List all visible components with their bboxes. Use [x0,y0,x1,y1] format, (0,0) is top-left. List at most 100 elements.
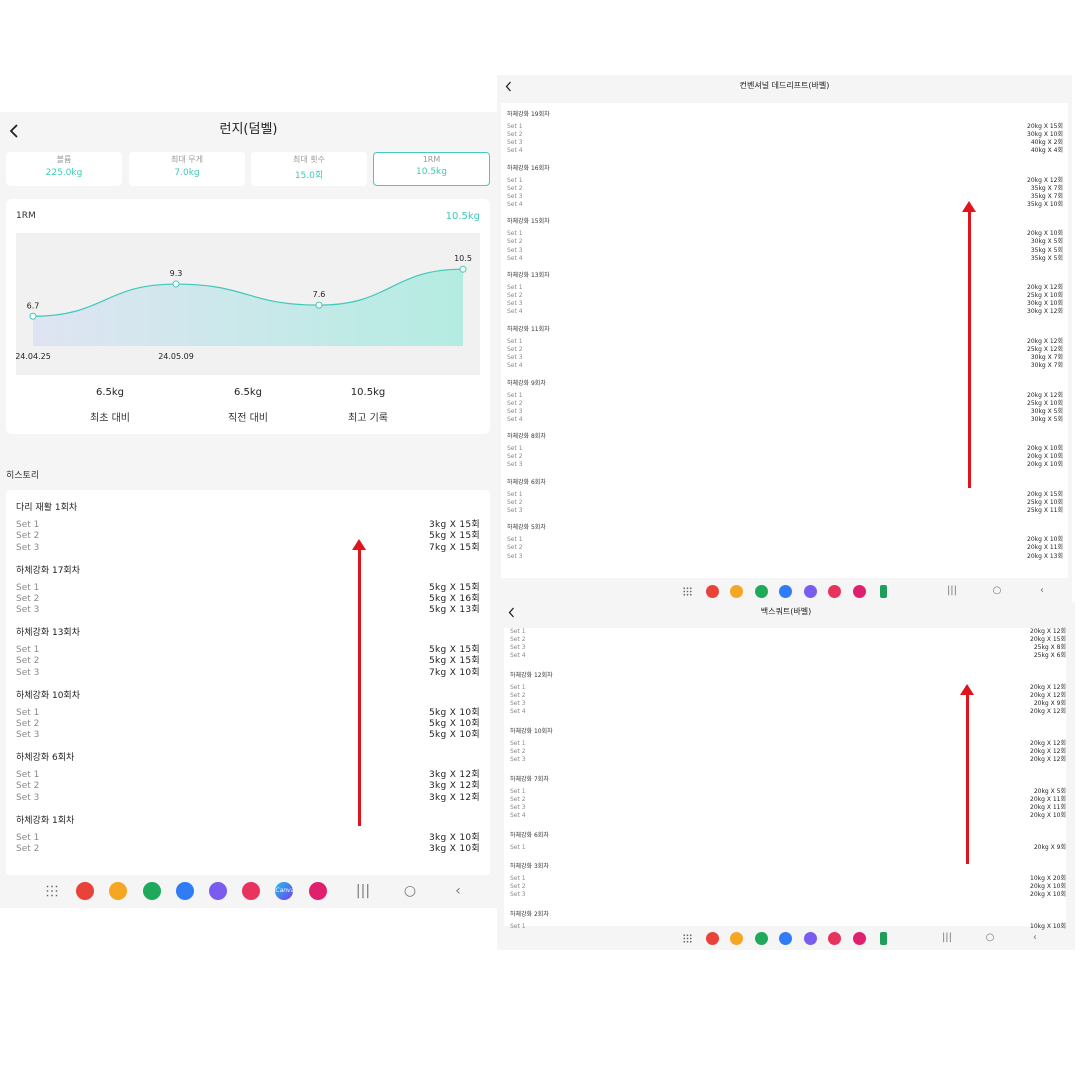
set-label: Set 1 [507,230,523,238]
files-app-icon[interactable] [109,882,128,900]
set-row: Set 3 5kg X 10회 [16,730,480,741]
set-weight-reps: 20kg X 10회 [1027,536,1063,544]
set-weight-reps: 7kg X 10회 [429,667,480,678]
chart-point[interactable] [459,265,467,273]
nav-back-button[interactable]: ‹ [1040,585,1044,596]
set-weight-reps: 20kg X 12회 [1030,739,1066,747]
set-row: Set 3 35kg X 7회 [507,193,1063,201]
phone-app-icon[interactable] [754,584,768,598]
set-label: Set 4 [507,362,523,370]
apps-grid-icon[interactable] [682,586,693,596]
set-label: Set 1 [16,770,40,780]
screen-recorder-app-icon[interactable] [828,931,841,945]
flower-app-icon[interactable] [852,584,866,598]
screen-recorder-app-icon[interactable] [828,584,841,598]
set-weight-reps: 20kg X 10회 [1030,811,1066,819]
session-title: 하체강화 13회차 [507,272,550,280]
stat-card-1rm[interactable]: 1RM 10.5kg [373,152,490,186]
messages-app-icon[interactable] [175,882,194,900]
flower-app-icon[interactable] [308,882,327,900]
files-app-icon[interactable] [730,584,743,598]
set-label: Set 4 [510,652,526,660]
recents-button[interactable]: ||| [355,883,371,899]
android-navbar: ||| ○ ‹ [497,928,1075,948]
set-row: Set 1 20kg X 5회 [510,788,1066,796]
nav-back-button[interactable]: ‹ [1033,932,1037,943]
set-weight-reps: 20kg X 11회 [1027,544,1063,552]
messages-app-icon[interactable] [779,584,792,598]
back-button[interactable] [503,80,513,92]
phone-app-icon[interactable] [754,931,768,945]
back-button[interactable] [6,122,22,140]
set-weight-reps: 20kg X 12회 [1030,628,1066,635]
set-label: Set 2 [16,531,40,542]
history-heading: 히스토리 [6,471,40,481]
chart-point[interactable] [29,312,37,320]
history-session: 하체강화 5회차 Set 1 20kg X 10회 Set 2 20kg X 11회 Se… [507,522,1063,560]
set-weight-reps: 20kg X 5회 [1033,787,1066,795]
set-row: Set 3 5kg X 13회 [16,605,480,616]
summary-best-label: 최고 기록 [348,413,388,424]
set-label: Set 1 [510,787,526,795]
set-label: Set 1 [510,843,526,851]
set-row: Set 2 5kg X 10회 [16,719,480,730]
notes-app-icon[interactable] [76,882,95,900]
sheets-app-icon[interactable] [879,931,887,945]
stat-card-max-reps[interactable]: 최대 횟수 15.0회 [251,152,367,186]
internet-app-icon[interactable] [209,882,227,900]
set-row: Set 1 20kg X 12회 [507,284,1063,292]
set-weight-reps: 3kg X 15회 [429,520,480,530]
set-weight-reps: 20kg X 13회 [1027,552,1063,560]
back-button[interactable] [506,606,516,618]
screen-recorder-app-icon[interactable] [242,882,261,900]
stat-label: 최대 무게 [171,155,203,164]
notes-app-icon[interactable] [705,931,719,945]
apps-grid-icon[interactable] [682,933,693,943]
canva-app-icon[interactable]: Canva [275,882,294,900]
1rm-chart-card: 1RM 10.5kg 6.7 9.3 7.6 10.5 24.04.25 24.05.09… [6,199,490,434]
session-title: 하체강화 10회차 [16,690,80,701]
stat-card-max-weight[interactable]: 최대 무게 7.0kg [129,152,245,186]
history-session: 하체강화 1회차 Set 1 3kg X 10회 Set 2 3kg X 10회 [16,813,480,856]
internet-app-icon[interactable] [803,584,817,598]
set-weight-reps: 20kg X 9회 [1033,843,1066,851]
chart-point[interactable] [315,301,323,309]
nav-back-button[interactable]: ‹ [455,883,461,899]
files-app-icon[interactable] [730,931,743,945]
recents-button[interactable]: ||| [941,932,953,943]
set-label: Set 3 [510,700,526,708]
home-button[interactable]: ○ [985,932,995,943]
set-label: Set 2 [510,747,526,755]
notes-app-icon[interactable] [705,584,719,598]
home-button[interactable]: ○ [992,585,1002,596]
set-row: Set 3 3kg X 12회 [16,793,480,804]
set-row: Set 3 7kg X 10회 [16,668,480,679]
set-weight-reps: 3kg X 12회 [429,792,480,803]
phone-app-icon[interactable] [142,882,161,900]
chart-point[interactable] [172,280,180,288]
sheets-app-icon[interactable] [879,584,887,598]
home-button[interactable]: ○ [403,883,417,899]
set-weight-reps: 35kg X 10회 [1027,200,1063,208]
set-label: Set 4 [507,254,523,262]
set-label: Set 3 [507,300,523,308]
flower-app-icon[interactable] [852,931,866,945]
internet-app-icon[interactable] [803,931,817,945]
set-label: Set 2 [507,453,523,461]
recents-button[interactable]: ||| [946,585,958,596]
set-row: Set 4 20kg X 10회 [510,812,1066,820]
summary-prev-value: 6.5kg [233,387,263,398]
set-row: Set 3 30kg X 10회 [507,300,1063,308]
set-label: Set 2 [507,544,523,552]
apps-grid-icon[interactable] [45,884,59,898]
set-label: Set 1 [16,582,40,593]
stat-card-volume[interactable]: 볼륨 225.0kg [6,152,122,186]
set-weight-reps: 20kg X 12회 [1027,337,1063,345]
set-weight-reps: 25kg X 12회 [1027,345,1063,353]
history-session: 하체강화 3회차 Set 1 10kg X 20회 Set 2 20kg X 10회 Se… [510,861,1066,899]
set-row: Set 3 20kg X 10회 [507,461,1063,469]
set-row: Set 2 20kg X 12회 [510,692,1066,700]
session-title: 하체강화 10회차 [510,727,553,735]
messages-app-icon[interactable] [779,931,792,945]
history-session: 하체강화 17회차 Set 1 5kg X 15회 Set 2 5kg X 16회 Set… [16,563,480,617]
